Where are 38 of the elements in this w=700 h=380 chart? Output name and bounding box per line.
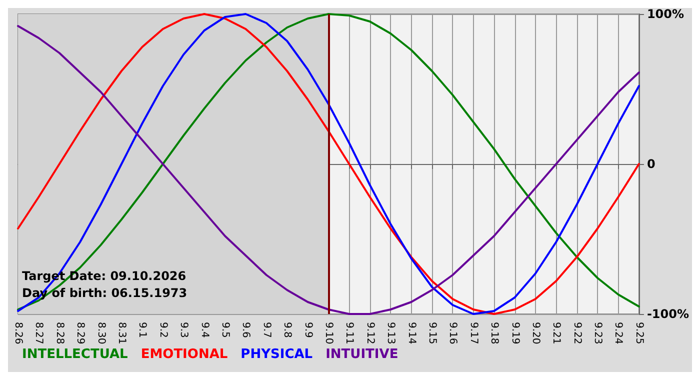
text: INTELLECTUAL: [22, 347, 128, 362]
x-tick-label: 9.25: [633, 322, 644, 344]
x-tick-label: 9.12: [364, 322, 376, 344]
x-tick-label: 9.16: [447, 322, 458, 344]
x-tick-label: 8.29: [74, 322, 86, 344]
text: INTUITIVE: [326, 347, 398, 362]
text: PHYSICAL: [240, 347, 313, 362]
x-tick-label: 9.14: [406, 322, 417, 344]
x-tick-label: 9.11: [344, 322, 355, 344]
x-tick-label: 8.26: [12, 322, 24, 344]
text: EMOTIONAL: [140, 347, 228, 362]
x-tick-label: 9.10: [322, 322, 334, 344]
x-tick-label: 9.5: [219, 322, 230, 338]
x-tick-label: 8.28: [54, 322, 65, 344]
x-tick-label: 9.8: [282, 322, 293, 338]
x-tick-label: 9.24: [612, 322, 624, 344]
x-tick-label: 9.19: [509, 322, 520, 344]
x-tick-label: 9.9: [302, 322, 314, 338]
x-tick-label: 9.7: [260, 322, 272, 338]
x-tick-label: 8.30: [95, 322, 106, 344]
x-tick-label: 8.31: [116, 322, 127, 344]
y-tick-label: 0: [646, 157, 656, 171]
x-tick-label: 9.21: [550, 322, 562, 344]
x-tick-label: 9.22: [571, 322, 582, 344]
x-tick-label: 8.27: [33, 322, 44, 344]
x-tick-label: 9.2: [157, 322, 168, 338]
x-tick-label: 9.15: [426, 322, 438, 344]
x-tick-label: 9.17: [468, 322, 479, 344]
y-tick-label: -100%: [646, 307, 690, 321]
x-tick-label: 9.23: [592, 322, 604, 344]
x-tick-label: 9.13: [385, 322, 396, 344]
x-tick-label: 9.4: [198, 322, 210, 338]
x-tick-label: 9.20: [530, 322, 541, 344]
x-tick-label: 9.6: [240, 322, 252, 338]
x-tick-label: 9.18: [488, 322, 500, 344]
x-tick-label: 9.3: [178, 322, 190, 338]
y-tick-label: 100%: [646, 7, 684, 21]
x-tick-label: 9.1: [136, 322, 148, 338]
